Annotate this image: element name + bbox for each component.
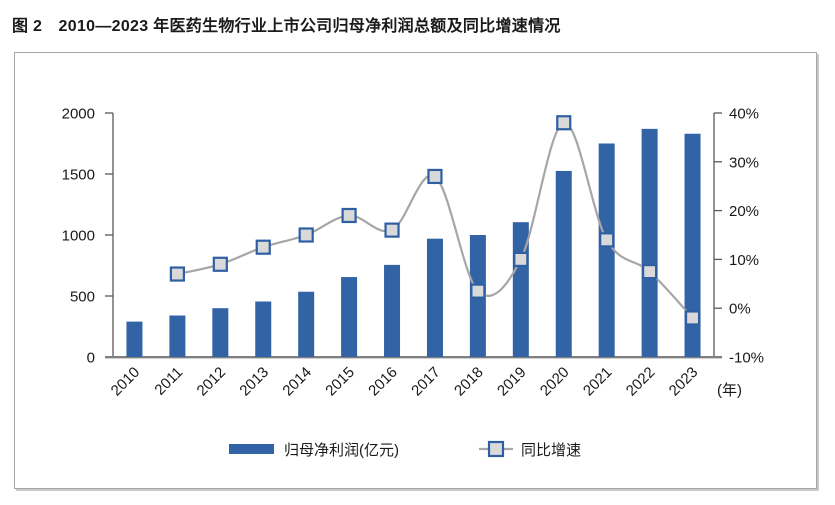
right-axis: -10% 0% 10% 20% 30% 40% bbox=[713, 106, 764, 367]
right-axis-tick-label: 0% bbox=[729, 301, 751, 318]
growth-marker-2012 bbox=[212, 256, 228, 272]
bar-2012 bbox=[212, 308, 229, 357]
x-axis-label-2018: 2018 bbox=[451, 364, 487, 400]
legend-bar-swatch bbox=[229, 444, 274, 454]
left-axis-tick-label: 2000 bbox=[62, 106, 95, 123]
bar-2022 bbox=[641, 128, 658, 357]
x-axis-label-2022: 2022 bbox=[623, 364, 659, 400]
right-axis-tick-label: 30% bbox=[729, 154, 759, 171]
growth-marker-2019 bbox=[513, 251, 529, 267]
legend-bar-label: 归母净利润(亿元) bbox=[284, 442, 399, 459]
figure-title: 图 2 2010—2023 年医药生物行业上市公司归母净利润总额及同比增速情况 bbox=[12, 18, 561, 35]
legend: 归母净利润(亿元) 同比增速 bbox=[229, 440, 581, 459]
growth-marker-2014 bbox=[298, 227, 314, 243]
x-axis-label-2020: 2020 bbox=[537, 364, 573, 400]
x-axis-label-2019: 2019 bbox=[494, 364, 530, 400]
left-axis: 0 500 1000 1500 2000 bbox=[62, 106, 114, 367]
x-axis-label-2011: 2011 bbox=[151, 364, 186, 399]
growth-marker-2021 bbox=[599, 232, 615, 248]
right-axis-tick-label: 20% bbox=[729, 203, 759, 220]
right-axis-tick-label: -10% bbox=[729, 350, 764, 367]
growth-marker-2015 bbox=[341, 207, 357, 224]
right-axis-tick-label: 10% bbox=[729, 252, 759, 269]
growth-marker-2017 bbox=[427, 168, 443, 185]
legend-line-marker-icon bbox=[487, 440, 505, 458]
x-axis-label-2015: 2015 bbox=[322, 364, 358, 400]
bar-2017 bbox=[426, 238, 443, 357]
x-axis-label-2023: 2023 bbox=[666, 364, 702, 400]
x-axis-label-2016: 2016 bbox=[365, 364, 401, 400]
bars-series bbox=[126, 128, 701, 357]
legend-line-label: 同比增速 bbox=[521, 442, 581, 459]
bar-2021 bbox=[598, 143, 615, 357]
bar-2023 bbox=[684, 133, 701, 357]
bar-2011 bbox=[169, 315, 186, 357]
bar-2020 bbox=[555, 170, 572, 357]
x-axis-label-2021: 2021 bbox=[580, 364, 616, 400]
right-axis-tick-label: 40% bbox=[729, 106, 759, 123]
x-axis-label-2013: 2013 bbox=[236, 364, 272, 400]
x-axis-label-2017: 2017 bbox=[408, 364, 444, 400]
growth-marker-2016 bbox=[384, 222, 400, 238]
left-axis-tick-label: 500 bbox=[70, 289, 95, 306]
x-axis-unit-label: (年) bbox=[717, 382, 742, 399]
bar-2013 bbox=[255, 301, 272, 357]
growth-marker-2022 bbox=[642, 264, 658, 280]
growth-markers bbox=[169, 115, 701, 326]
growth-marker-2013 bbox=[255, 239, 271, 255]
left-axis-tick-label: 1000 bbox=[62, 228, 95, 245]
x-axis-label-2010: 2010 bbox=[108, 364, 144, 400]
x-axis-labels: 2010 2011 2012 2013 2014 2015 2016 2017 2018 2019… bbox=[108, 364, 702, 400]
x-axis-label-2014: 2014 bbox=[279, 364, 315, 400]
growth-marker-2018 bbox=[470, 283, 486, 299]
growth-line bbox=[177, 121, 694, 319]
bar-2015 bbox=[341, 277, 358, 357]
growth-marker-2020 bbox=[556, 115, 572, 131]
left-axis-tick-label: 1500 bbox=[62, 167, 95, 184]
growth-marker-2011 bbox=[169, 266, 185, 282]
bar-2010 bbox=[126, 321, 143, 357]
chart-panel: 0 500 1000 1500 2000 -10% 0% 10% 20% 30% 40% 2010 20… bbox=[14, 52, 817, 489]
growth-marker-2023 bbox=[684, 310, 701, 326]
bar-2016 bbox=[384, 264, 401, 357]
bar-2014 bbox=[298, 291, 315, 357]
x-axis-label-2012: 2012 bbox=[194, 364, 230, 400]
left-axis-tick-label: 0 bbox=[87, 350, 95, 367]
